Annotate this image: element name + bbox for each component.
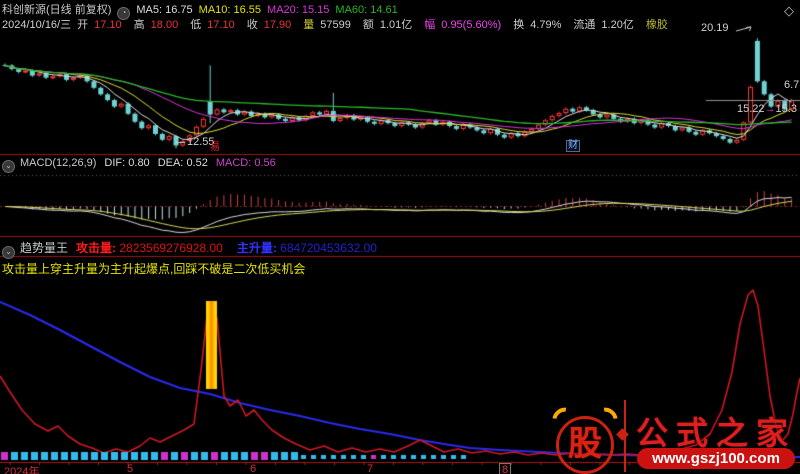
attack-label: 攻击量:	[76, 241, 117, 255]
quote-field-value: 17.90	[263, 19, 292, 31]
indicator-panel-header: ⌄ 趋势量王 攻击量: 2823569276928.00 主升量: 684720453…	[2, 239, 377, 259]
chart-header-line2: 2024/10/16/三开 17.10 高 18.00 低 17.10 收 17.90 量 575…	[2, 16, 692, 32]
ma-value: MA60: 14.61	[335, 4, 398, 16]
event-marker-trade[interactable]: 易	[210, 142, 220, 153]
watermark-logo-char: 股	[568, 426, 602, 463]
macd-panel-header: ⌄ MACD(12,26,9) DIF: 0.80 DEA: 0.52 MACD: 0.…	[2, 157, 276, 173]
gap-arrow-icon: →	[764, 103, 776, 115]
indicator-name: 趋势量王	[20, 241, 69, 255]
quote-field-label: 低	[190, 19, 202, 31]
corner-diamond-icon[interactable]: ◇	[784, 3, 794, 18]
quote-field-label: 换	[513, 19, 525, 31]
quote-field: 橡胶	[646, 19, 680, 31]
watermark-url-link[interactable]: www.gszj100.com	[637, 448, 795, 469]
axis-month-label: 7	[367, 463, 374, 474]
quote-field-label: 流通	[573, 19, 596, 31]
quote-field: 收 17.90	[247, 19, 298, 31]
collapse-indicator-icon[interactable]: ⌄	[2, 246, 15, 259]
quote-field-label: 橡胶	[645, 19, 668, 31]
dea-value: 0.52	[186, 157, 208, 169]
quote-values: 开 17.10 高 18.00 低 17.10 收 17.90 量 57599 额 1.01亿幅 0.9…	[77, 19, 686, 31]
watermark-logo: 股	[556, 416, 614, 474]
high-price-annotation: 20.19	[701, 22, 729, 34]
ma-value: MA20: 15.15	[267, 4, 330, 16]
quote-field-value: 57599	[320, 19, 351, 31]
quote-field: 开 17.10	[77, 19, 128, 31]
ma-value: MA5: 16.75	[136, 4, 193, 16]
quote-field-label: 开	[77, 19, 89, 31]
quote-field-value: 17.10	[94, 19, 122, 31]
macd-name: MACD(12,26,9)	[20, 157, 97, 169]
quote-field-label: 额	[362, 19, 374, 31]
quote-field: 量 57599	[303, 19, 357, 31]
quote-field: 幅 0.95(5.60%)	[424, 19, 507, 31]
axis-month-label: 6	[250, 463, 257, 474]
date-label: 2024/10/16/三	[2, 19, 72, 31]
collapse-macd-icon[interactable]: ⌄	[2, 160, 15, 173]
ma-values: MA5: 16.75 MA10: 16.55 MA20: 15.15 MA60: 14…	[136, 4, 403, 16]
axis-year-label: 2024年	[4, 466, 40, 474]
quote-field: 高 18.00	[134, 19, 185, 31]
ma-value: MA10: 16.55	[198, 4, 262, 16]
edge-price-label: 6.7	[784, 79, 800, 91]
quote-field-value: 1.20亿	[601, 19, 634, 31]
mainvol-label: 主升量:	[236, 241, 277, 255]
macd-label: MACD:	[215, 157, 252, 169]
axis-month-label: 8	[499, 463, 512, 474]
quote-field-label: 量	[303, 19, 315, 31]
dea-label: DEA:	[157, 157, 184, 169]
dif-label: DIF:	[104, 157, 126, 169]
macd-value: 0.56	[254, 157, 276, 169]
quote-field-value: 1.01亿	[379, 19, 413, 31]
quote-field-value: 0.95(5.60%)	[441, 19, 502, 31]
mainvol-value: 684720453632.00	[280, 241, 377, 255]
dif-value: 0.80	[128, 157, 150, 169]
quote-field-label: 幅	[424, 19, 436, 31]
attack-value: 2823569276928.00	[119, 241, 223, 255]
gap-annotation: 15.22→15.3	[737, 103, 797, 115]
indicator-tip-text: 攻击量上穿主升量为主升起爆点,回踩不破是二次低买机会	[2, 262, 306, 276]
watermark-site-name: 公式之家	[636, 415, 797, 451]
quote-field-label: 收	[246, 19, 258, 31]
quote-field-value: 18.00	[150, 19, 179, 31]
quote-field: 换 4.79%	[513, 19, 567, 31]
chart-header-line1: 科创新源(日线 前复权) ◔ MA5: 16.75 MA10: 16.55 MA20: …	[2, 1, 410, 20]
quote-field-value: 17.10	[207, 19, 235, 31]
clock-icon[interactable]: ◔	[117, 7, 131, 20]
quote-field: 额 1.01亿	[363, 19, 418, 31]
axis-month-label: 5	[127, 463, 134, 474]
quote-field-value: 4.79%	[530, 19, 562, 31]
quote-field-label: 高	[133, 19, 145, 31]
quote-field: 流通 1.20亿	[573, 19, 639, 31]
event-marker-finance[interactable]: 财	[566, 140, 580, 152]
low-price-annotation: 12.55	[187, 136, 215, 148]
quote-field: 低 17.10	[190, 19, 241, 31]
stock-title: 科创新源(日线 前复权)	[2, 4, 112, 16]
